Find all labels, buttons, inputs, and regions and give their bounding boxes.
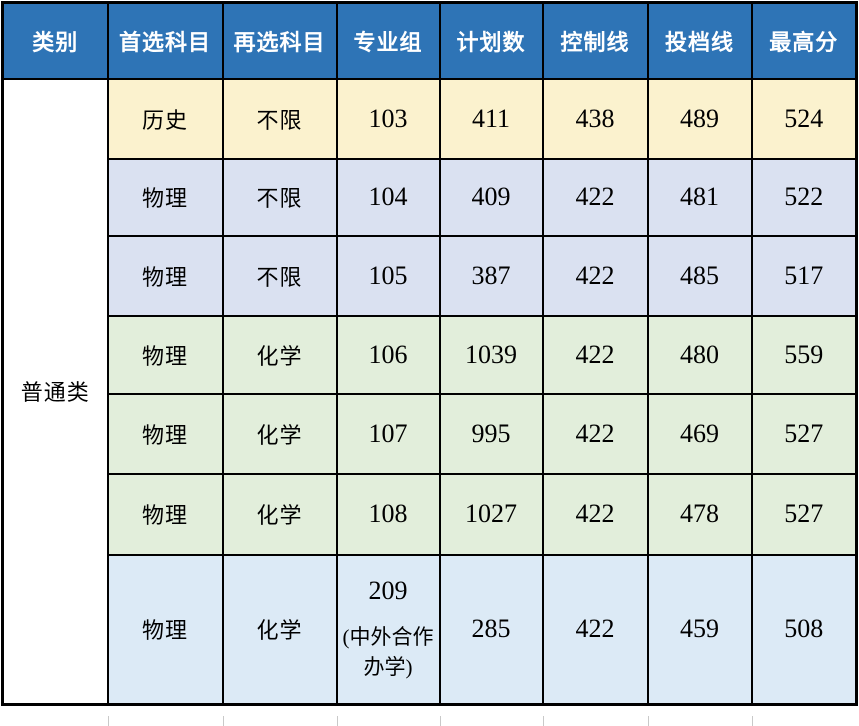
gridline-stub <box>223 716 224 726</box>
cell-major-group: 209 (中外合作办学) <box>335 553 441 706</box>
gridline-stub <box>648 716 649 726</box>
cell-admission-line: 481 <box>646 157 753 237</box>
cell-major-group: 106 <box>335 314 441 395</box>
column-header-max-score: 最高分 <box>750 1 858 80</box>
cell-admission-line: 478 <box>646 472 753 556</box>
table-row: 物理 化学 209 (中外合作办学) 285 422 459 508 <box>2 553 858 706</box>
cell-first-subject: 物理 <box>106 553 224 706</box>
cell-admission-line: 469 <box>646 392 753 475</box>
cell-first-subject: 物理 <box>106 157 224 237</box>
table-row: 物理 化学 106 1039 422 480 559 <box>2 314 858 395</box>
cell-second-subject: 不限 <box>221 157 338 237</box>
cell-max-score: 522 <box>750 157 858 237</box>
cell-control-line: 422 <box>541 472 649 556</box>
table-row: 物理 不限 105 387 422 485 517 <box>2 234 858 317</box>
cell-control-line: 422 <box>541 553 649 706</box>
cell-control-line: 422 <box>541 157 649 237</box>
cell-plan-count: 409 <box>438 157 544 237</box>
cell-plan-count: 1027 <box>438 472 544 556</box>
cell-control-line: 438 <box>541 77 649 160</box>
cell-max-score: 527 <box>750 392 858 475</box>
cell-second-subject: 化学 <box>221 553 338 706</box>
cell-second-subject: 化学 <box>221 472 338 556</box>
table-row: 物理 化学 108 1027 422 478 527 <box>2 472 858 556</box>
cell-plan-count: 387 <box>438 234 544 317</box>
gridline-stub <box>337 716 338 726</box>
cell-admission-line: 459 <box>646 553 753 706</box>
column-header-category: 类别 <box>1 1 109 80</box>
gridline-stub <box>108 716 109 726</box>
cell-control-line: 422 <box>541 234 649 317</box>
cell-admission-line: 480 <box>646 314 753 395</box>
table-row: 普通类 历史 不限 103 411 438 489 524 <box>1 77 858 706</box>
cell-first-subject: 物理 <box>106 472 224 556</box>
cell-major-group: 108 <box>335 472 441 556</box>
cell-major-group: 107 <box>335 392 441 475</box>
cell-control-line: 422 <box>541 314 649 395</box>
column-header-first-subject: 首选科目 <box>106 1 224 80</box>
column-header-second-subject: 再选科目 <box>221 1 338 80</box>
cell-admission-line: 489 <box>646 77 753 160</box>
column-header-major-group: 专业组 <box>335 1 441 80</box>
cell-first-subject: 物理 <box>106 314 224 395</box>
cell-first-subject: 物理 <box>106 392 224 475</box>
cell-plan-count: 1039 <box>438 314 544 395</box>
gridline-stub <box>440 716 441 726</box>
cell-admission-line: 485 <box>646 234 753 317</box>
cell-plan-count: 285 <box>438 553 544 706</box>
cell-second-subject: 化学 <box>221 314 338 395</box>
gridline-stub <box>752 716 753 726</box>
column-header-admission-line: 投档线 <box>646 1 753 80</box>
cell-major-group: 104 <box>335 157 441 237</box>
cell-max-score: 508 <box>750 553 858 706</box>
major-group-number: 209 <box>368 576 408 606</box>
cell-control-line: 422 <box>541 392 649 475</box>
cell-max-score: 527 <box>750 472 858 556</box>
cell-plan-count: 995 <box>438 392 544 475</box>
header-row: 类别 首选科目 再选科目 专业组 计划数 控制线 投档线 最高分 <box>1 1 858 80</box>
cell-major-group: 105 <box>335 234 441 317</box>
cell-max-score: 559 <box>750 314 858 395</box>
table-row: 物理 不限 104 409 422 481 522 <box>2 157 858 237</box>
table-row: 物理 化学 107 995 422 469 527 <box>2 392 858 475</box>
cell-plan-count: 411 <box>438 77 544 160</box>
cell-second-subject: 不限 <box>221 77 338 160</box>
column-header-plan-count: 计划数 <box>438 1 544 80</box>
cell-first-subject: 物理 <box>106 234 224 317</box>
cell-second-subject: 化学 <box>221 392 338 475</box>
cell-max-score: 524 <box>750 77 858 160</box>
category-cell: 普通类 <box>1 77 109 706</box>
column-header-control-line: 控制线 <box>541 1 649 80</box>
cell-first-subject: 历史 <box>106 77 224 160</box>
admission-score-table: 类别 首选科目 再选科目 专业组 计划数 控制线 投档线 最高分 普通类 历史 … <box>1 1 858 706</box>
major-group-note: (中外合作办学) <box>342 625 434 680</box>
cell-major-group: 103 <box>335 77 441 160</box>
cell-second-subject: 不限 <box>221 234 338 317</box>
cell-max-score: 517 <box>750 234 858 317</box>
gridline-stub <box>543 716 544 726</box>
